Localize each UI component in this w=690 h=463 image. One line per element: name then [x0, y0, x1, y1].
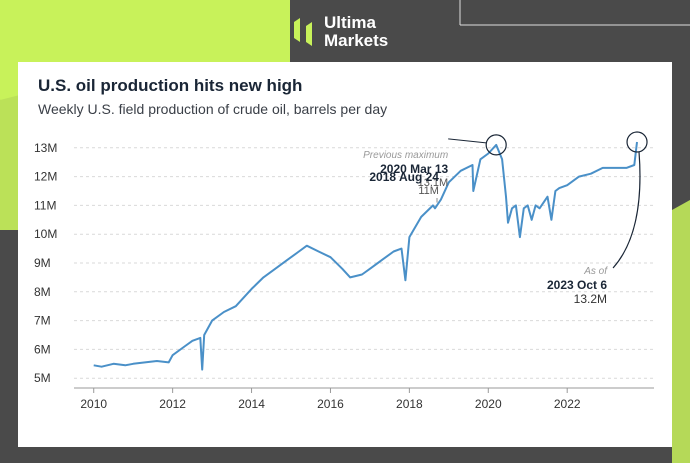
aug-2018-date: 2018 Aug 24 [369, 170, 439, 184]
current-value-date: 2023 Oct 6 [547, 278, 607, 292]
y-tick-label: 5M [34, 371, 51, 385]
ultima-logo-icon [294, 18, 312, 46]
previous-max-label: Previous maximum [363, 150, 448, 161]
y-tick-label: 11M [34, 198, 56, 212]
brand-logo: Ultima Markets [292, 12, 388, 52]
y-tick-label: 13M [34, 141, 57, 155]
previous-max-date: 2020 Mar 13 [380, 162, 448, 176]
y-tick-label: 6M [34, 342, 51, 356]
current-value-circle [626, 131, 648, 153]
aug-2018-value: 11M [418, 185, 439, 197]
y-tick-label: 7M [34, 314, 51, 328]
y-tick-label: 10M [34, 227, 57, 241]
chart-subtitle: Weekly U.S. field production of crude oi… [38, 101, 388, 117]
brand-name-line1: Ultima [324, 13, 376, 32]
current-value-value: 13.2M [574, 292, 607, 306]
production-series-line [93, 141, 638, 371]
x-tick-label: 2022 [554, 397, 581, 411]
current-value-leader [612, 151, 641, 269]
watermark: 知乎 @Ultima Markets [530, 427, 660, 442]
y-tick-label: 9M [34, 256, 51, 270]
chart-card: U.S. oil production hits new high Weekly… [18, 62, 672, 447]
current-value-label: As of [583, 266, 608, 277]
x-tick-label: 2012 [159, 397, 186, 411]
line-chart: 5M 6M 7M 8M 9M 10M 11M 12M 13M 2010 2012 2014 2016 20… [34, 131, 654, 411]
x-tick-label: 2020 [475, 397, 502, 411]
brand-name-line2: Markets [324, 31, 389, 50]
accent-shape-left-lower [0, 85, 18, 230]
chart-title: U.S. oil production hits new high [38, 76, 303, 95]
x-tick-label: 2018 [396, 397, 423, 411]
y-tick-label: 12M [34, 170, 57, 184]
previous-max-leader [448, 138, 487, 144]
accent-shape-right [672, 200, 690, 463]
x-tick-label: 2014 [238, 397, 265, 411]
previous-max-value: 13.1M [418, 177, 449, 189]
y-tick-label: 8M [34, 285, 51, 299]
previous-max-circle [485, 134, 507, 156]
x-tick-label: 2016 [317, 397, 344, 411]
x-tick-label: 2010 [80, 397, 107, 411]
